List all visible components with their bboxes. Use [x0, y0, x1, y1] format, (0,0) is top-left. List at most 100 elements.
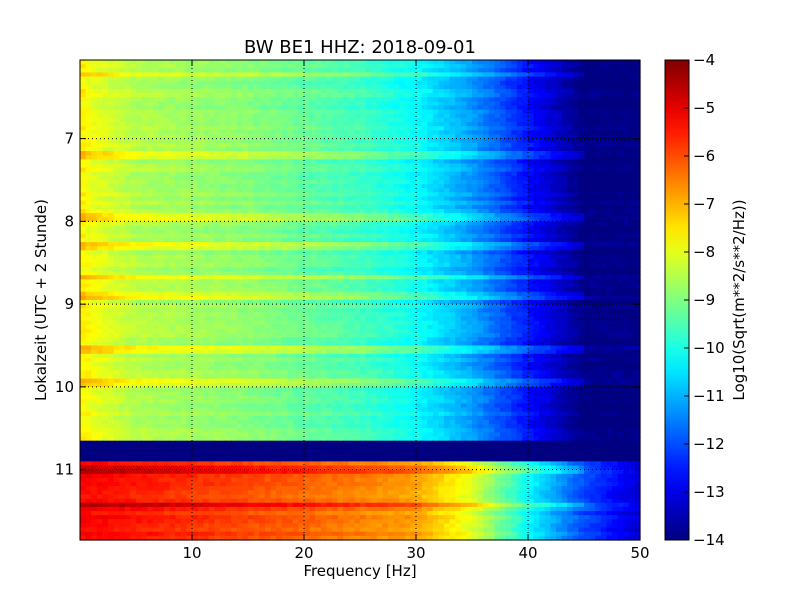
- heatmap-cell: [584, 213, 591, 218]
- heatmap-cell: [399, 146, 406, 152]
- heatmap-cell: [186, 221, 193, 227]
- heatmap-cell: [309, 233, 316, 239]
- heatmap-cell: [332, 101, 339, 107]
- heatmap-cell: [197, 117, 204, 123]
- heatmap-cell: [130, 258, 137, 264]
- heatmap-cell: [192, 122, 199, 127]
- heatmap-cell: [264, 80, 271, 86]
- heatmap-cell: [231, 60, 238, 65]
- heatmap-cell: [410, 184, 417, 189]
- heatmap-cell: [460, 60, 467, 65]
- heatmap-cell: [500, 246, 507, 251]
- heatmap-cell: [617, 163, 624, 169]
- heatmap-cell: [136, 237, 143, 243]
- heatmap-cell: [236, 126, 243, 131]
- heatmap-cell: [113, 68, 120, 74]
- heatmap-cell: [354, 117, 361, 123]
- heatmap-cell: [298, 200, 305, 206]
- heatmap-cell: [606, 246, 613, 251]
- heatmap-cell: [203, 122, 210, 127]
- heatmap-cell: [399, 167, 406, 173]
- heatmap-cell: [539, 97, 546, 102]
- heatmap-cell: [617, 151, 624, 156]
- heatmap-cell: [494, 237, 501, 243]
- heatmap-cell: [488, 184, 495, 189]
- heatmap-cell: [113, 105, 120, 111]
- heatmap-cell: [281, 242, 288, 247]
- heatmap-cell: [460, 192, 467, 198]
- heatmap-cell: [578, 105, 585, 111]
- heatmap-cell: [606, 225, 613, 231]
- heatmap-cell: [460, 130, 467, 136]
- heatmap-cell: [449, 225, 456, 231]
- heatmap-cell: [102, 138, 109, 144]
- heatmap-cell: [528, 68, 535, 74]
- heatmap-cell: [578, 225, 585, 231]
- heatmap-cell: [136, 155, 143, 160]
- heatmap-cell: [287, 138, 294, 144]
- heatmap-cell: [186, 80, 193, 86]
- heatmap-cell: [533, 175, 540, 181]
- heatmap-cell: [578, 72, 585, 78]
- heatmap-cell: [528, 233, 535, 239]
- heatmap-cell: [533, 184, 540, 189]
- heatmap-cell: [192, 204, 199, 210]
- heatmap-cell: [192, 60, 199, 65]
- heatmap-cell: [287, 113, 294, 119]
- heatmap-cell: [348, 184, 355, 189]
- heatmap-cell: [164, 159, 171, 165]
- heatmap-cell: [567, 138, 574, 144]
- heatmap-cell: [578, 109, 585, 115]
- heatmap-cell: [623, 159, 630, 165]
- heatmap-cell: [192, 200, 199, 206]
- heatmap-cell: [399, 97, 406, 102]
- heatmap-cell: [617, 213, 624, 218]
- heatmap-cell: [113, 233, 120, 239]
- heatmap-cell: [85, 200, 92, 206]
- heatmap-cell: [472, 171, 479, 177]
- heatmap-cell: [91, 167, 98, 173]
- heatmap-cell: [180, 237, 187, 243]
- heatmap-cell: [270, 167, 277, 173]
- heatmap-cell: [281, 180, 288, 185]
- heatmap-cell: [298, 105, 305, 111]
- heatmap-cell: [628, 146, 635, 152]
- heatmap-cell: [494, 208, 501, 214]
- heatmap-cell: [225, 204, 232, 210]
- heatmap-cell: [253, 192, 260, 198]
- heatmap-cell: [477, 93, 484, 98]
- heatmap-cell: [449, 184, 456, 189]
- heatmap-cell: [376, 80, 383, 86]
- heatmap-cell: [567, 242, 574, 247]
- heatmap-cell: [130, 68, 137, 74]
- heatmap-cell: [119, 167, 126, 173]
- heatmap-cell: [584, 105, 591, 111]
- heatmap-cell: [483, 192, 490, 198]
- heatmap-cell: [522, 229, 529, 235]
- heatmap-cell: [500, 109, 507, 115]
- heatmap-cell: [354, 76, 361, 82]
- heatmap-cell: [472, 192, 479, 198]
- heatmap-cell: [130, 151, 137, 156]
- heatmap-cell: [276, 80, 283, 86]
- heatmap-cell: [141, 93, 148, 98]
- heatmap-cell: [242, 138, 249, 144]
- heatmap-cell: [522, 192, 529, 198]
- heatmap-cell: [158, 250, 165, 256]
- heatmap-cell: [528, 188, 535, 194]
- heatmap-cell: [80, 208, 87, 214]
- heatmap-cell: [119, 88, 126, 94]
- heatmap-cell: [472, 167, 479, 173]
- heatmap-cell: [494, 159, 501, 165]
- heatmap-cell: [225, 163, 232, 169]
- heatmap-cell: [152, 159, 159, 165]
- heatmap-cell: [416, 167, 423, 173]
- heatmap-cell: [449, 208, 456, 214]
- heatmap-cell: [438, 217, 445, 222]
- heatmap-cell: [522, 233, 529, 239]
- heatmap-cell: [102, 184, 109, 189]
- heatmap-cell: [399, 155, 406, 160]
- heatmap-cell: [186, 180, 193, 185]
- heatmap-cell: [242, 237, 249, 243]
- heatmap-cell: [96, 105, 103, 111]
